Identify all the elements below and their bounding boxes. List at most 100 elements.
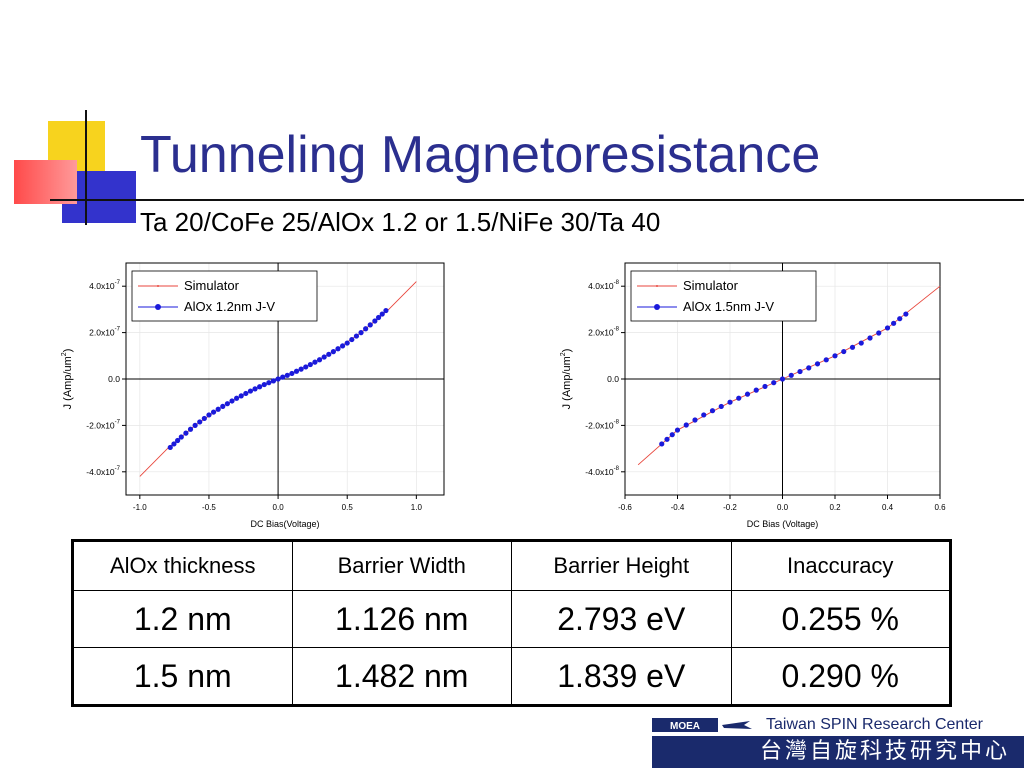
footer-chinese-name: 台灣自旋科技研究中心 xyxy=(759,739,1010,764)
chart2-y-tick-label: -4.0x10-8 xyxy=(585,466,619,477)
chart2-series-data-point xyxy=(718,403,724,410)
chart1-series-data-point xyxy=(372,318,378,324)
cell-thickness: 1.5 nm xyxy=(72,647,293,706)
chart2-series-data-point xyxy=(753,387,759,393)
chart2-series-data-point xyxy=(849,344,856,350)
chart1-series-data-point xyxy=(289,370,295,377)
chart1-series-data-point xyxy=(171,441,177,447)
chart2-series-data-point xyxy=(903,311,909,317)
chart1-series-data-point xyxy=(206,412,212,418)
chart1-series-data-point xyxy=(243,390,249,397)
chart2-series-data-point xyxy=(727,399,733,405)
chart2-series-data-point xyxy=(841,348,847,355)
header-barrier-height: Barrier Height xyxy=(511,540,732,591)
chart1-x-tick-label: -1.0 xyxy=(133,503,147,512)
chart1-series-data-point xyxy=(321,354,327,360)
chart2-series-data-point xyxy=(664,436,670,442)
chart2-series-data-point xyxy=(683,422,689,428)
chart2-series-data-point xyxy=(884,325,891,331)
chart1-legend-data-dot xyxy=(155,304,161,310)
moea-logo-text: MOEA xyxy=(670,721,700,732)
chart1-y-tick-label: 0.0 xyxy=(108,374,120,384)
chart1-series-data-point xyxy=(312,359,318,365)
chart1-series-data-point xyxy=(247,388,254,394)
chart1-series-data-point xyxy=(353,333,360,339)
cell-inaccuracy: 0.290 % xyxy=(730,647,951,706)
chart1-series-data-point xyxy=(379,311,385,317)
chart1-legend-data-label: AlOx 1.2nm J-V xyxy=(184,299,275,314)
chart2-y-axis-label: J (Amp/um2) xyxy=(560,349,573,410)
chart1-series-data-point xyxy=(284,372,290,378)
chart2-series-data-point xyxy=(806,365,812,371)
moea-logo: MOEA xyxy=(652,718,752,732)
chart1-series-data-point xyxy=(252,386,258,392)
chart1-series-data-point xyxy=(303,364,309,370)
chart2-legend-box xyxy=(630,270,817,322)
footer-bar xyxy=(652,736,1024,768)
chart1-y-axis-label: J (Amp/um2) xyxy=(61,349,74,410)
chart1-series-data-point xyxy=(192,422,198,428)
chart1-series-data-point xyxy=(363,326,369,332)
chart1-series-data-point xyxy=(375,314,382,321)
cell-barrier-width: 1.482 nm xyxy=(291,647,512,706)
chart1-series-data-point xyxy=(307,361,313,368)
chart2-series-data-point xyxy=(788,372,794,378)
chart1-series-data-point xyxy=(349,336,355,343)
chart2-x-tick-label: -0.6 xyxy=(618,503,632,512)
chart2-y-tick-label: 4.0x10-8 xyxy=(588,280,620,291)
chart2-x-tick-label: -0.2 xyxy=(723,503,737,512)
chart2-x-tick-label: 0.4 xyxy=(882,503,894,512)
chart1-series-data-point xyxy=(167,444,173,451)
chart1-x-axis-label: DC Bias(Voltage) xyxy=(250,519,319,529)
chart1-series-data-point xyxy=(201,415,207,422)
chart1-y-tick-label: 2.0x10-7 xyxy=(89,327,121,338)
chart1-x-tick-label: -0.5 xyxy=(202,503,216,512)
chart1-series-data-point xyxy=(335,346,341,352)
chart1-series-data-point xyxy=(261,381,267,388)
chart2-x-tick-label: 0.2 xyxy=(829,503,841,512)
chart1-x-tick-label: 1.0 xyxy=(411,503,423,512)
chart2-legend-data-dot xyxy=(654,304,660,310)
chart2-y-tick-label: 0.0 xyxy=(607,374,619,384)
decor-horizontal-line xyxy=(50,199,1024,201)
chart2-legend-simulator-dot xyxy=(656,285,658,287)
cell-barrier-height: 2.793 eV xyxy=(511,590,732,648)
chart2-series-data-point xyxy=(701,412,707,418)
jv-chart-1-5nm-svg: -0.6 -0.4 -0.2 0.0 0.2 0.4 0.6 4.0x10-8 2.0x10-8… xyxy=(560,262,946,529)
cell-thickness: 1.2 nm xyxy=(72,590,293,648)
chart1-series-data-point xyxy=(187,426,194,432)
chart2-series-data-point xyxy=(876,330,882,336)
chart1-legend-box xyxy=(131,270,318,322)
chart2-series-data-point xyxy=(779,376,786,382)
chart2-series-data-point xyxy=(867,335,873,341)
chart1-series-data-point xyxy=(298,366,304,372)
chart2-series-data-point xyxy=(659,441,665,447)
header-barrier-width: Barrier Width xyxy=(291,540,512,591)
chart2-x-tick-label: 0.0 xyxy=(777,503,789,512)
footer-center-name: Taiwan SPIN Research Center xyxy=(766,716,983,733)
chart2-y-tick-label: 2.0x10-8 xyxy=(588,327,620,338)
chart1-series-data-point xyxy=(220,403,226,409)
chart1-series-data-point xyxy=(183,430,189,436)
chart2-series-data-point xyxy=(736,395,742,401)
chart2-series-data-point xyxy=(814,361,821,367)
chart1-series-data-point xyxy=(178,434,184,440)
header-inaccuracy: Inaccuracy xyxy=(730,540,951,591)
cell-barrier-width: 1.126 nm xyxy=(291,590,512,648)
chart1-series-data-point xyxy=(293,368,300,374)
jv-chart-1-2nm-svg: -1.0 -0.5 0.0 0.5 1.0 4.0x10-7 2.0x10-7 0.0 -2.0… xyxy=(61,262,445,529)
cell-barrier-height: 1.839 eV xyxy=(511,647,732,706)
chart2-series-data-point xyxy=(692,417,698,423)
chart1-series-data-point xyxy=(229,398,235,404)
table-row: 1.5 nm 1.482 nm 1.839 eV 0.290 % xyxy=(72,647,951,706)
chart1-series-data-point xyxy=(358,330,364,336)
chart2-x-tick-label: 0.6 xyxy=(934,503,946,512)
header-alox-thickness: AlOx thickness xyxy=(72,540,293,591)
chart1-y-tick-label: -4.0x10-7 xyxy=(86,466,120,477)
chart1-series-data-point xyxy=(330,349,336,355)
chart1-series-data-point xyxy=(210,409,217,415)
table-header-row: AlOx thickness Barrier Width Barrier Hei… xyxy=(72,540,951,591)
chart1-series-data-point xyxy=(275,376,281,382)
chart2-series-data-point xyxy=(797,368,803,375)
chart1-series-data-point xyxy=(326,351,332,357)
